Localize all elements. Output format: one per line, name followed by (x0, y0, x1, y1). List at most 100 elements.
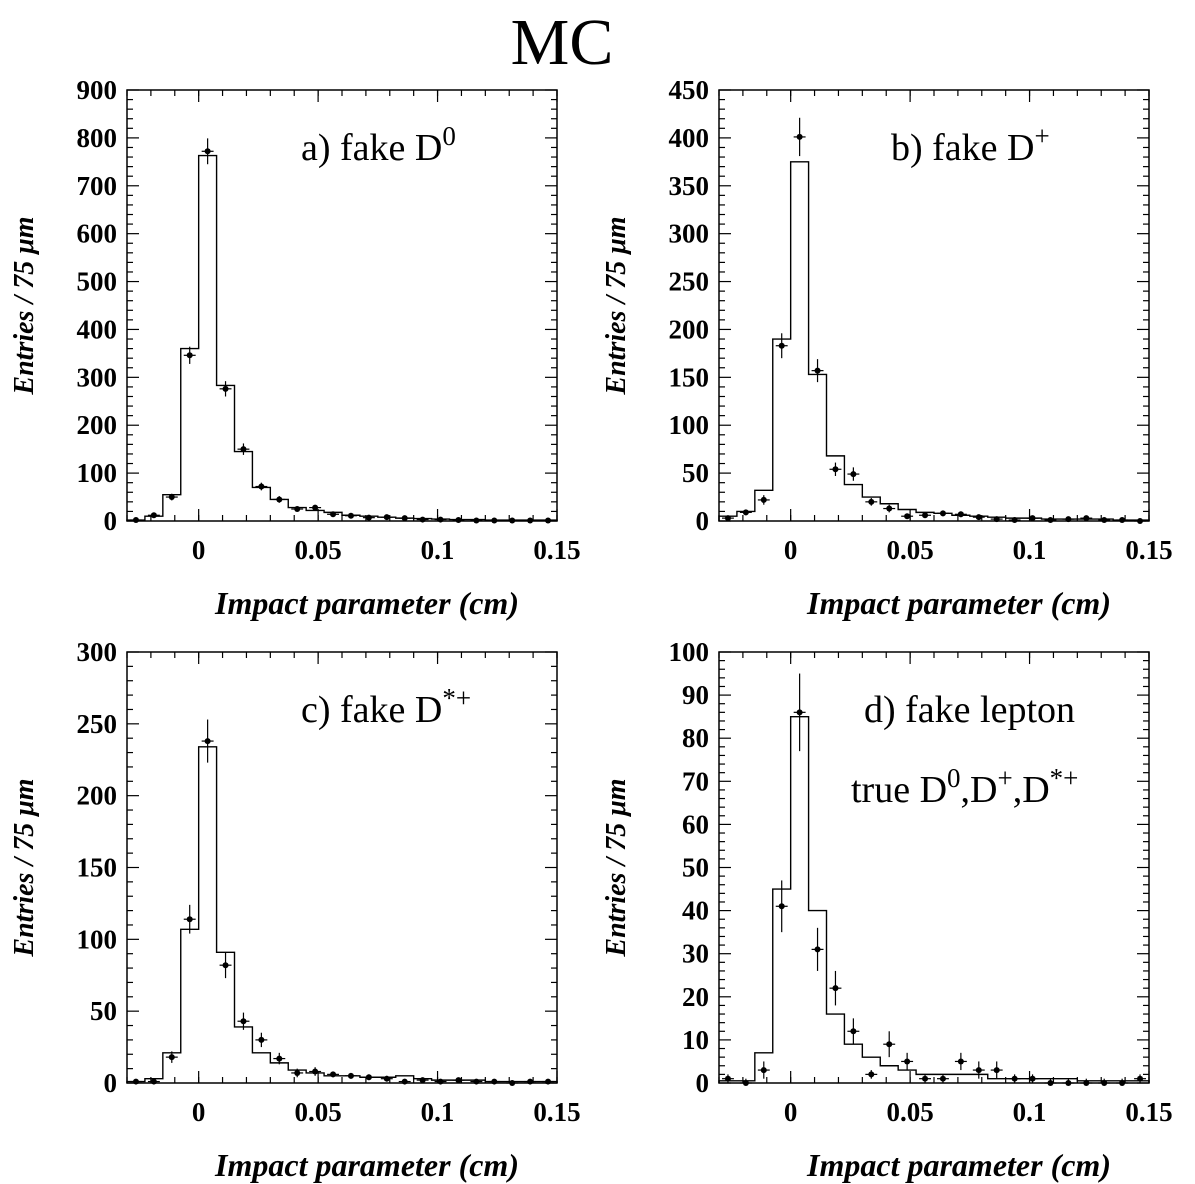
x-tick-label: 0 (784, 535, 798, 565)
x-axis-title: Impact parameter (cm) (214, 585, 519, 621)
data-point (347, 1072, 354, 1079)
data-point (365, 514, 372, 521)
x-tick-label: 0.15 (1125, 535, 1172, 565)
y-tick-label: 80 (682, 723, 709, 753)
y-tick-label: 0 (104, 506, 118, 536)
data-point (760, 496, 767, 503)
data-point (1137, 1075, 1144, 1082)
data-point (832, 466, 839, 473)
x-axis-title: Impact parameter (cm) (214, 1147, 519, 1183)
data-point (814, 367, 821, 374)
data-point (401, 515, 408, 522)
data-point (473, 1078, 480, 1085)
data-point (473, 517, 480, 524)
data-point (1101, 1080, 1108, 1086)
y-tick-label: 700 (77, 171, 118, 201)
data-point (868, 498, 875, 505)
x-tick-label: 0 (192, 535, 206, 565)
figure-title: MC (511, 6, 614, 79)
data-point (778, 342, 785, 349)
data-point (993, 1067, 1000, 1074)
y-tick-label: 100 (669, 637, 710, 667)
histogram-line (126, 746, 558, 1083)
x-tick-label: 0 (784, 1097, 798, 1127)
x-tick-label: 0.05 (294, 1097, 341, 1127)
y-tick-label: 0 (696, 506, 710, 536)
data-point (975, 514, 982, 521)
data-point (939, 510, 946, 517)
panel-label-line2: true D0,D+,D*+ (851, 763, 1078, 811)
data-point (258, 1036, 265, 1043)
y-tick-label: 90 (682, 680, 709, 710)
data-point (1047, 517, 1054, 524)
data-point (240, 446, 247, 453)
data-point (168, 494, 175, 501)
panel-c: 0 50 100 150 200 250 300 0 0.05 0.1 0.15 Entries / … (9, 637, 581, 1183)
data-point (1119, 1080, 1126, 1086)
data-point (742, 509, 749, 516)
y-tick-label: 50 (682, 458, 709, 488)
data-point (1029, 1075, 1036, 1082)
y-tick-label: 10 (682, 1025, 709, 1055)
y-tick-label: 0 (696, 1068, 710, 1098)
data-point (419, 516, 426, 523)
data-point (150, 1078, 157, 1085)
data-point (778, 903, 785, 910)
panel-d: 0 10 20 30 40 50 60 70 80 90 100 0 0.05 0.1 0.15 Entrie… (601, 637, 1173, 1183)
y-tick-label: 100 (77, 924, 118, 954)
data-point (957, 511, 964, 518)
x-axis-title: Impact parameter (cm) (806, 585, 1111, 621)
panel-label: d) fake lepton (864, 689, 1075, 731)
y-tick-label: 250 (77, 709, 118, 739)
data-point (168, 1054, 175, 1061)
y-tick-label: 60 (682, 809, 709, 839)
data-point (975, 1067, 982, 1074)
y-tick-label: 450 (669, 75, 710, 105)
data-point (1047, 1080, 1054, 1086)
y-tick-label: 250 (669, 267, 710, 297)
data-point (545, 1078, 552, 1085)
data-point (383, 514, 390, 521)
data-point (939, 1075, 946, 1082)
data-point (1011, 1075, 1018, 1082)
y-tick-label: 30 (682, 939, 709, 969)
x-tick-label: 0.1 (421, 535, 455, 565)
data-point (312, 504, 319, 511)
data-point (1137, 518, 1144, 524)
data-point (204, 148, 211, 155)
data-point (527, 517, 534, 524)
data-point (886, 505, 893, 512)
x-tick-label: 0.05 (294, 535, 341, 565)
data-point (455, 1077, 462, 1084)
data-point (796, 133, 803, 140)
data-point (886, 1041, 893, 1048)
x-tick-label: 0.15 (533, 1097, 580, 1127)
data-point (1083, 1080, 1090, 1086)
data-point (796, 709, 803, 716)
data-point (347, 512, 354, 519)
y-tick-label: 100 (669, 410, 710, 440)
y-axis-title: Entries / 75 μm (9, 778, 40, 957)
data-point (186, 352, 193, 359)
data-point (258, 483, 265, 490)
y-tick-label: 50 (90, 996, 117, 1026)
data-point (814, 946, 821, 953)
data-point (276, 496, 283, 503)
data-point (904, 513, 911, 520)
y-axis-title: Entries / 75 μm (601, 216, 632, 395)
data-point (850, 471, 857, 478)
data-point (850, 1028, 857, 1035)
y-tick-label: 300 (77, 637, 118, 667)
data-point (294, 506, 301, 513)
panel-label: c) fake D*+ (301, 683, 471, 731)
x-tick-label: 0.05 (886, 1097, 933, 1127)
y-tick-label: 150 (669, 362, 710, 392)
data-point (437, 1078, 444, 1085)
data-point (1083, 515, 1090, 522)
data-point (993, 516, 1000, 523)
y-tick-label: 500 (77, 267, 118, 297)
y-tick-label: 800 (77, 123, 118, 153)
panel-label: a) fake D0 (301, 121, 456, 169)
